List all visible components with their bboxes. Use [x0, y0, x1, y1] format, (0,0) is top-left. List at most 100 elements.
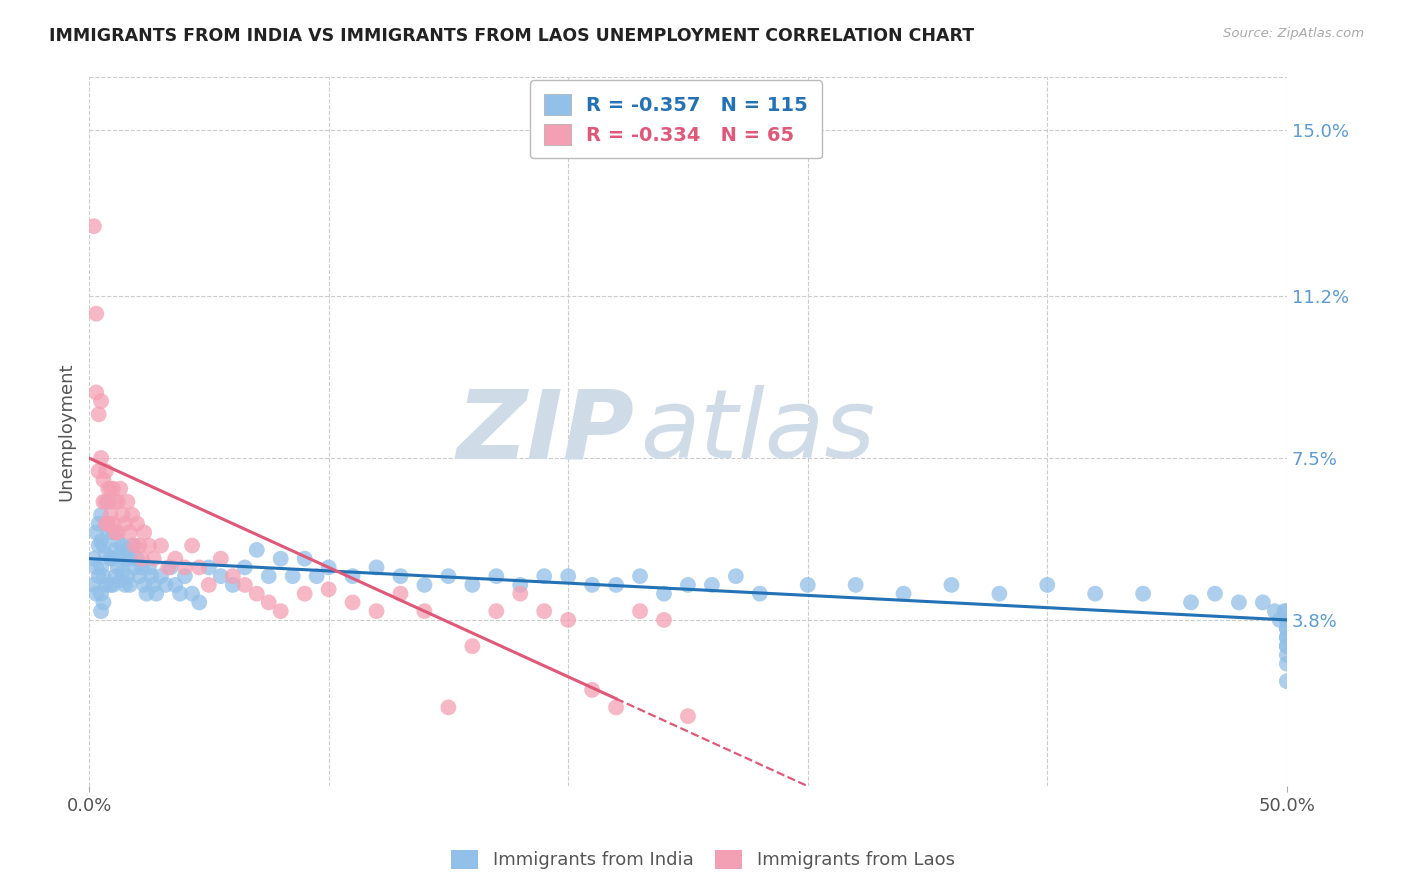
Point — [461, 639, 484, 653]
Point — [124, 560, 146, 574]
Point — [318, 582, 340, 597]
Point — [209, 551, 232, 566]
Point — [97, 495, 120, 509]
Point — [533, 569, 555, 583]
Point — [121, 508, 143, 522]
Point — [94, 547, 117, 561]
Point — [509, 578, 531, 592]
Point — [188, 560, 211, 574]
Point — [94, 495, 117, 509]
Point — [605, 578, 627, 592]
Point — [104, 525, 127, 540]
Point — [90, 534, 112, 549]
Point — [83, 578, 105, 592]
Point — [1132, 587, 1154, 601]
Point — [413, 578, 436, 592]
Point — [748, 587, 770, 601]
Point — [581, 578, 603, 592]
Point — [97, 482, 120, 496]
Point — [270, 551, 292, 566]
Point — [138, 560, 160, 574]
Point — [1275, 639, 1298, 653]
Point — [90, 450, 112, 465]
Point — [94, 516, 117, 531]
Point — [281, 569, 304, 583]
Point — [149, 569, 172, 583]
Point — [1275, 674, 1298, 689]
Point — [108, 574, 131, 588]
Point — [389, 569, 412, 583]
Point — [90, 394, 112, 409]
Point — [437, 700, 460, 714]
Point — [90, 604, 112, 618]
Point — [100, 578, 122, 592]
Point — [165, 578, 187, 592]
Point — [104, 569, 127, 583]
Point — [724, 569, 747, 583]
Point — [101, 525, 124, 540]
Point — [94, 516, 117, 531]
Point — [533, 604, 555, 618]
Point — [87, 516, 110, 531]
Point — [149, 539, 172, 553]
Point — [107, 495, 129, 509]
Point — [90, 508, 112, 522]
Point — [461, 578, 484, 592]
Point — [93, 539, 115, 553]
Point — [93, 473, 115, 487]
Point — [117, 495, 139, 509]
Point — [107, 534, 129, 549]
Point — [305, 569, 328, 583]
Point — [1251, 595, 1274, 609]
Point — [111, 508, 134, 522]
Point — [169, 587, 191, 601]
Point — [941, 578, 963, 592]
Point — [84, 560, 107, 574]
Point — [1180, 595, 1202, 609]
Point — [294, 551, 316, 566]
Point — [134, 578, 156, 592]
Y-axis label: Unemployment: Unemployment — [58, 362, 75, 501]
Point — [114, 578, 136, 592]
Point — [128, 539, 150, 553]
Point — [101, 551, 124, 566]
Point — [121, 539, 143, 553]
Point — [107, 525, 129, 540]
Point — [257, 595, 280, 609]
Point — [142, 551, 165, 566]
Point — [174, 560, 197, 574]
Point — [845, 578, 868, 592]
Point — [155, 578, 177, 592]
Point — [83, 551, 105, 566]
Point — [125, 516, 148, 531]
Point — [104, 495, 127, 509]
Point — [101, 482, 124, 496]
Point — [118, 578, 141, 592]
Point — [100, 551, 122, 566]
Point — [342, 569, 364, 583]
Point — [174, 569, 197, 583]
Point — [104, 542, 127, 557]
Point — [142, 578, 165, 592]
Point — [222, 578, 245, 592]
Point — [131, 551, 153, 566]
Text: ZIP: ZIP — [456, 385, 634, 478]
Point — [246, 587, 269, 601]
Point — [1275, 631, 1298, 645]
Point — [117, 569, 139, 583]
Point — [111, 565, 134, 579]
Point — [1275, 622, 1298, 636]
Point — [138, 539, 160, 553]
Point — [257, 569, 280, 583]
Point — [233, 578, 256, 592]
Point — [124, 539, 146, 553]
Point — [118, 525, 141, 540]
Point — [93, 569, 115, 583]
Point — [84, 385, 107, 400]
Point — [94, 578, 117, 592]
Point — [1204, 587, 1226, 601]
Point — [509, 587, 531, 601]
Point — [198, 560, 221, 574]
Point — [90, 560, 112, 574]
Point — [90, 587, 112, 601]
